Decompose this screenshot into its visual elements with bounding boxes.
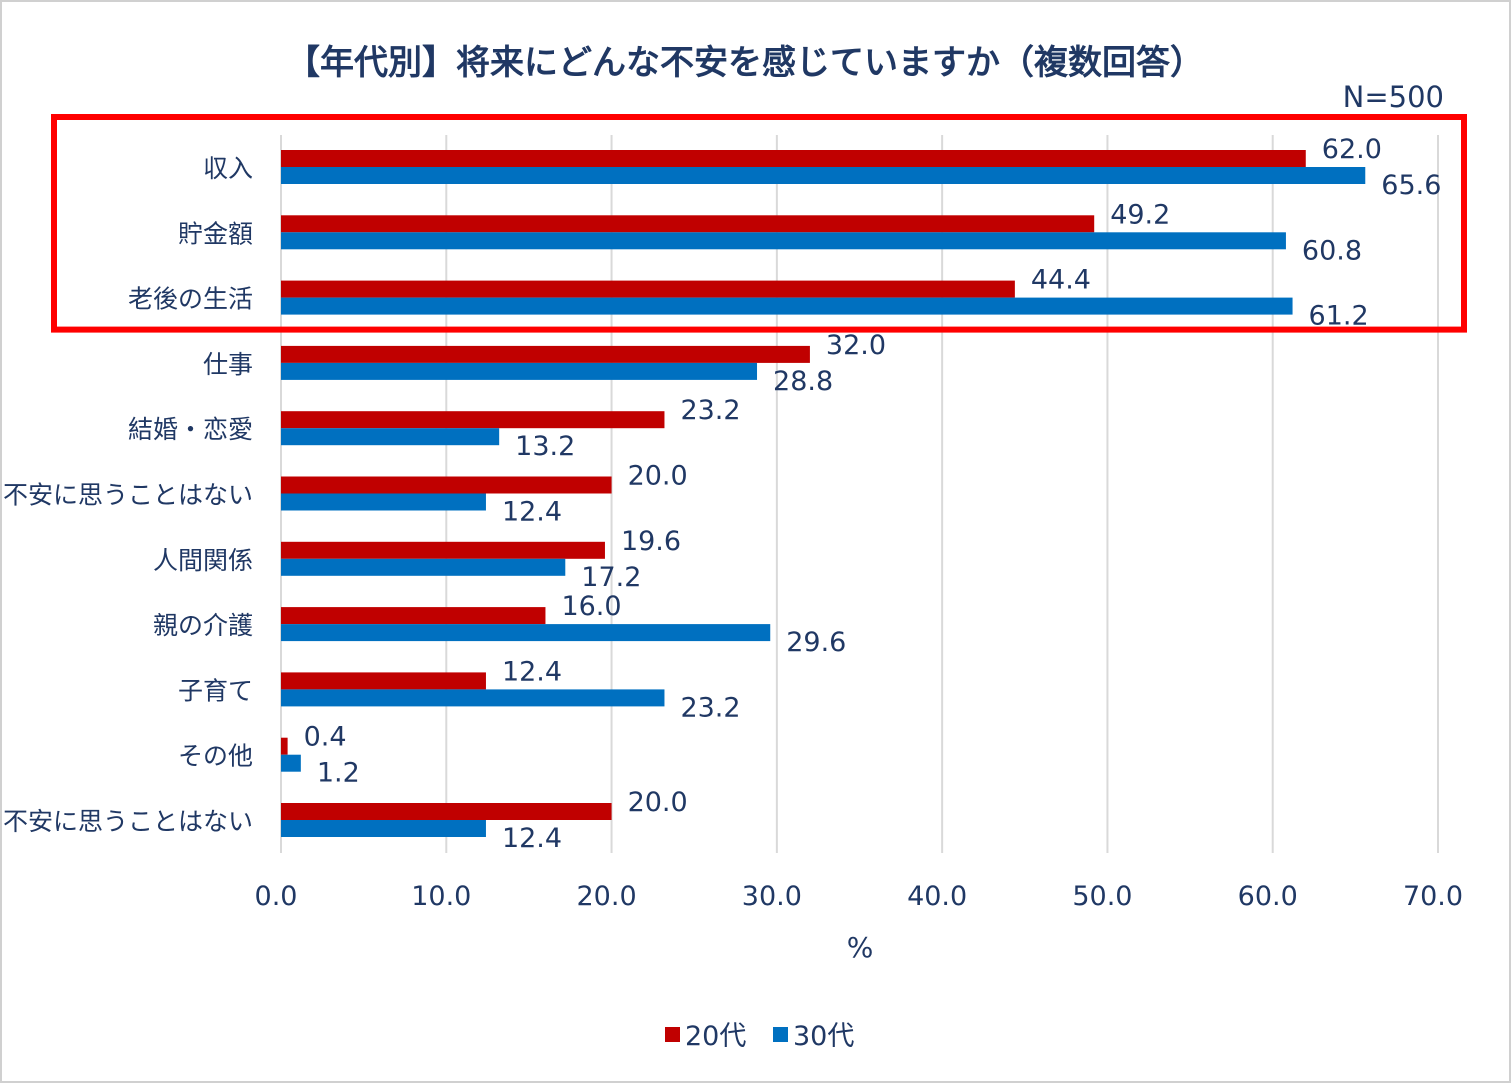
- category-label: 子育て: [178, 676, 253, 705]
- data-label: 20.0: [628, 787, 688, 818]
- category-label: 老後の生活: [128, 285, 253, 314]
- bar-20s: [281, 215, 1095, 233]
- data-label: 20.0: [628, 461, 688, 492]
- data-label: 12.4: [502, 497, 562, 528]
- data-label: 32.0: [826, 330, 886, 361]
- data-label: 65.6: [1381, 170, 1441, 201]
- bar-30s: [281, 624, 771, 642]
- data-label: 23.2: [680, 692, 740, 723]
- highlight-box: [51, 114, 1467, 333]
- bar-20s: [281, 803, 612, 820]
- category-label: 結婚・恋愛: [128, 415, 253, 444]
- category-labels: 収入貯金額老後の生活仕事結婚・恋愛不安に思うことはない人間関係親の介護子育てその…: [3, 154, 253, 836]
- bar-20s: [281, 280, 1015, 298]
- x-tick-label: 0.0: [255, 881, 298, 912]
- bar-30s: [281, 428, 500, 446]
- bar-20s: [281, 345, 810, 363]
- legend: 20代 30代: [665, 1021, 854, 1052]
- x-tick-label: 70.0: [1403, 881, 1463, 912]
- data-label: 12.4: [502, 823, 562, 854]
- bar-30s: [281, 558, 566, 576]
- x-tick-label: 30.0: [742, 881, 802, 912]
- category-label: 貯金額: [178, 219, 253, 248]
- category-label: 親の介護: [153, 611, 253, 640]
- data-label: 62.0: [1322, 134, 1382, 165]
- category-label: 不安に思うことはない: [3, 807, 253, 836]
- category-label: 仕事: [203, 350, 253, 379]
- bar-20s: [281, 476, 612, 494]
- data-label: 1.2: [317, 758, 360, 789]
- bar-20s: [281, 411, 665, 429]
- bar-30s: [281, 754, 301, 772]
- x-tick-labels: 0.0 10.0 20.0 30.0 40.0 50.0 60.0 70.0: [255, 881, 1464, 912]
- x-tick-label: 10.0: [411, 881, 471, 912]
- sample-size-label: N=500: [1343, 80, 1444, 114]
- gridlines: [280, 135, 1439, 853]
- bar-30s: [281, 689, 665, 707]
- data-label: 16.0: [561, 591, 621, 622]
- category-label: 不安に思うことはない: [3, 481, 253, 510]
- data-label: 0.4: [304, 722, 347, 753]
- bar-20s: [281, 541, 605, 559]
- data-label: 12.4: [502, 656, 562, 687]
- data-label: 28.8: [773, 366, 833, 397]
- data-label: 60.8: [1302, 235, 1362, 266]
- x-tick-label: 20.0: [577, 881, 637, 912]
- data-label: 49.2: [1110, 199, 1170, 230]
- category-label: その他: [178, 742, 253, 771]
- x-tick-label: 60.0: [1238, 881, 1298, 912]
- bar-30s: [281, 362, 758, 380]
- data-label: 44.4: [1031, 265, 1091, 296]
- data-label: 29.6: [786, 627, 846, 658]
- bar-20s: [281, 672, 486, 690]
- bar-20s: [281, 150, 1306, 167]
- data-label: 23.2: [680, 395, 740, 426]
- x-tick-label: 40.0: [907, 881, 967, 912]
- x-axis-label: %: [847, 931, 874, 964]
- legend-swatch: [773, 1027, 788, 1042]
- data-label: 61.2: [1309, 301, 1369, 332]
- data-label: 13.2: [515, 431, 575, 462]
- x-tick-label: 50.0: [1072, 881, 1132, 912]
- legend-label: 30代: [793, 1021, 854, 1052]
- bar-30s: [281, 820, 486, 837]
- legend-swatch: [665, 1027, 680, 1042]
- category-label: 人間関係: [153, 546, 253, 575]
- bar-30s: [281, 232, 1286, 250]
- legend-label: 20代: [685, 1021, 746, 1052]
- bar-30s: [281, 493, 486, 511]
- bar-20s: [281, 737, 288, 755]
- category-label: 収入: [203, 154, 253, 183]
- chart-title: 【年代別】将来にどんな不安を感じていますか（複数回答）: [286, 43, 1204, 83]
- bar-30s: [281, 297, 1293, 315]
- data-label: 19.6: [621, 526, 681, 557]
- bars: 62.0 65.6 49.2 60.8 44.4 61.2 32.0 28.8 23.2 13.2…: [281, 134, 1441, 854]
- data-label: 17.2: [581, 562, 641, 593]
- bar-20s: [281, 607, 546, 625]
- bar-30s: [281, 167, 1366, 184]
